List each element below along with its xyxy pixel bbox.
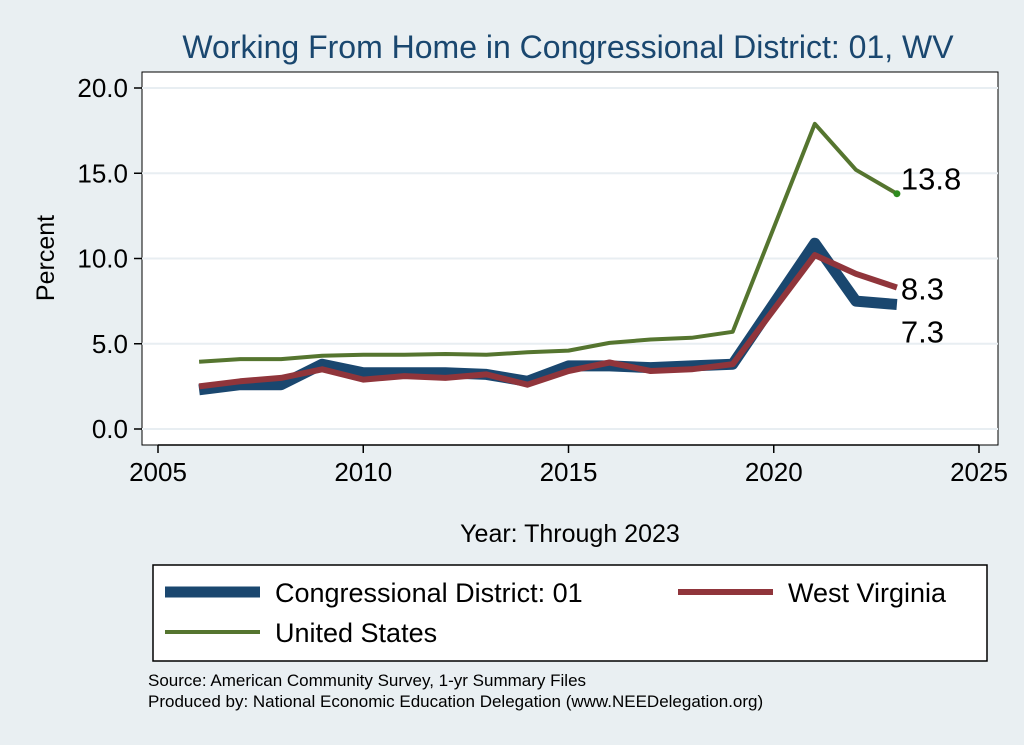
series-lines: [198, 121, 898, 396]
legend-label-united-states: United States: [275, 618, 437, 648]
end-labels: 7.3 8.3 13.8: [893, 162, 961, 350]
series-line-west-virginia: [198, 252, 898, 390]
end-label-congressional-district-01: 7.3: [901, 315, 944, 350]
x-tick-label: 2020: [745, 457, 803, 487]
legend: Congressional District: 01 West Virginia…: [152, 564, 988, 662]
y-tick-label: 20.0: [77, 73, 128, 103]
end-label-west-virginia: 8.3: [901, 271, 944, 306]
produced-by-note: Produced by: National Economic Education…: [148, 692, 763, 711]
legend-label-congressional-district: Congressional District: 01: [275, 578, 583, 608]
source-note: Source: American Community Survey, 1-yr …: [148, 671, 586, 690]
x-tick-label: 2015: [540, 457, 598, 487]
grid-lines: [142, 87, 998, 430]
x-tick-label: 2025: [950, 457, 1008, 487]
y-tick-label: 15.0: [77, 158, 128, 188]
legend-box: [152, 564, 988, 662]
x-tick-label: 2005: [129, 457, 187, 487]
x-axis-title: Year: Through 2023: [460, 520, 680, 548]
axes: 0.0 5.0 10.0 15.0 20.0 2005 2010 2015 2020 2025: [77, 73, 1008, 487]
series-line-united-states: [198, 121, 898, 364]
x-tick-label: 2010: [334, 457, 392, 487]
legend-label-west-virginia: West Virginia: [788, 578, 947, 608]
chart-title: Working From Home in Congressional Distr…: [182, 29, 954, 65]
y-tick-label: 10.0: [77, 244, 128, 274]
end-marker-united-states: [893, 190, 901, 198]
y-tick-label: 0.0: [92, 414, 128, 444]
y-tick-label: 5.0: [92, 329, 128, 359]
end-label-united-states: 13.8: [901, 162, 961, 197]
y-axis-title: Percent: [32, 215, 60, 301]
